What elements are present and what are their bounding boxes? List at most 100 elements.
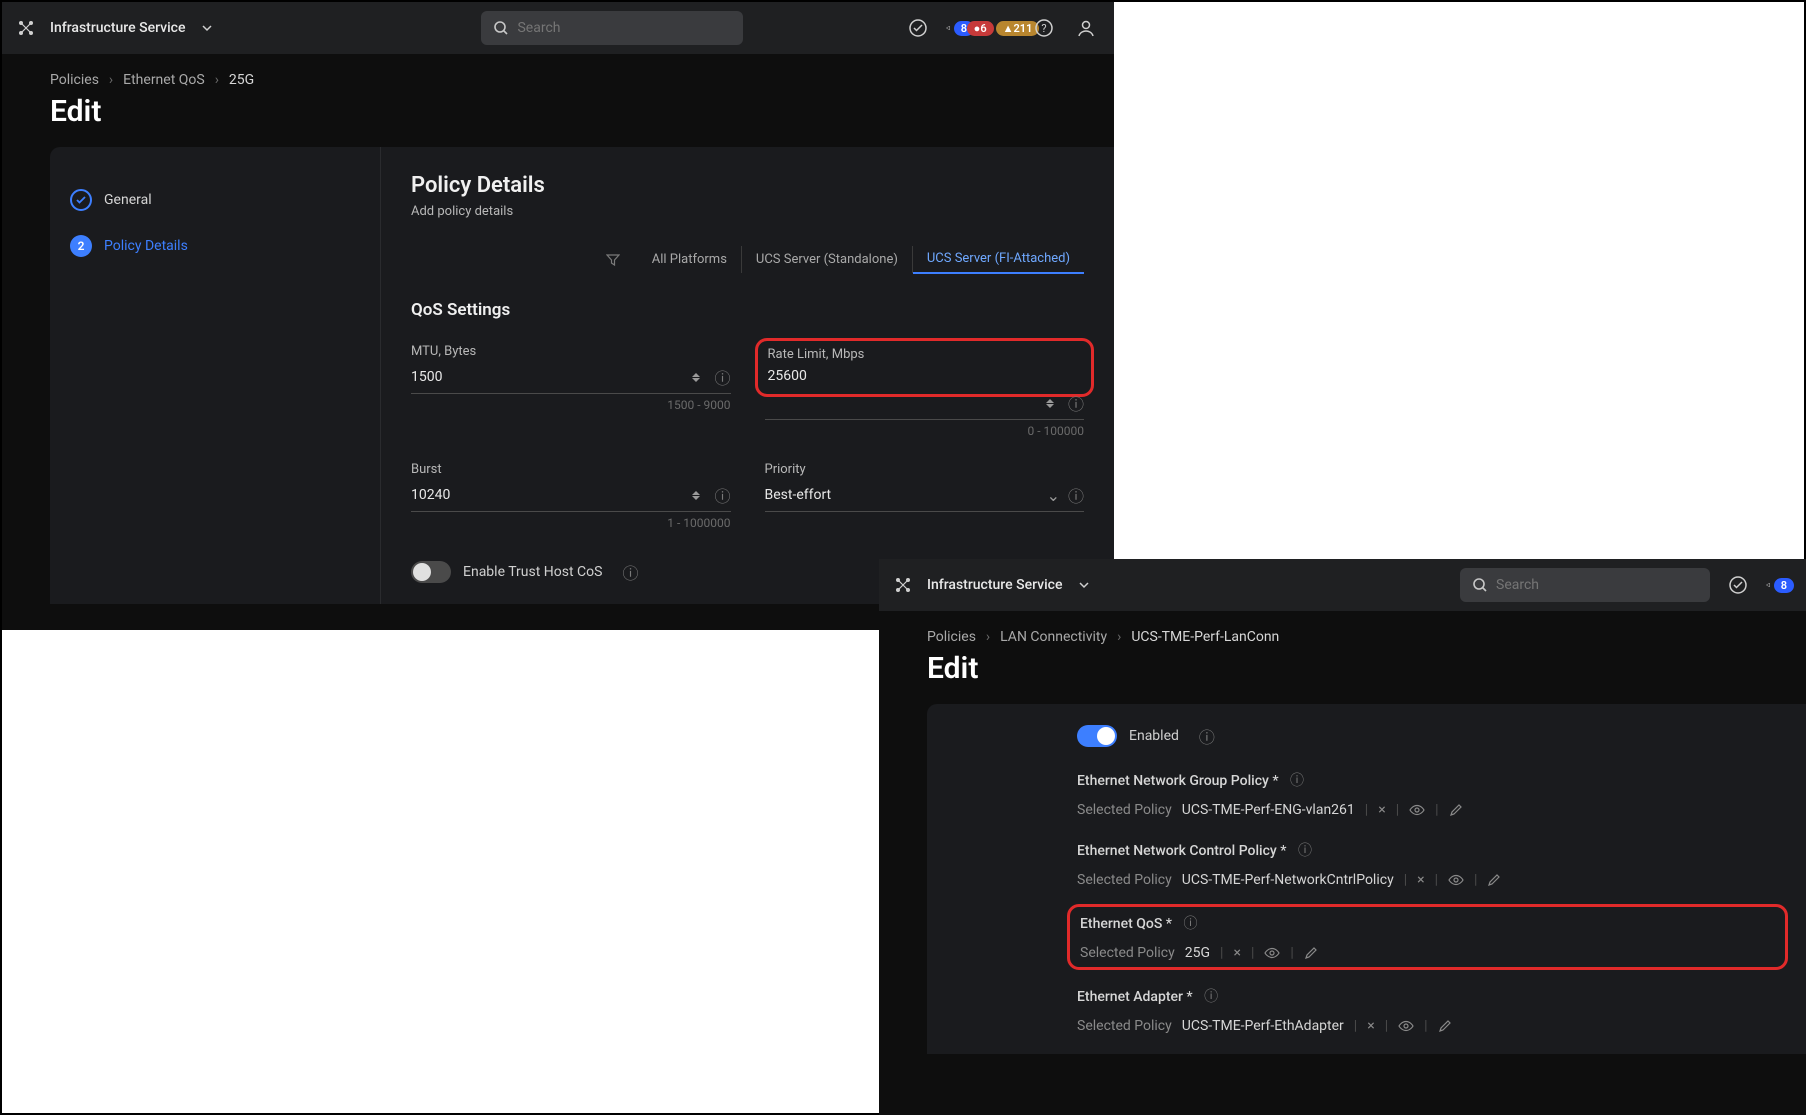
brand-text[interactable]: Infrastructure Service <box>50 20 185 36</box>
selected-label: Selected Policy <box>1077 802 1172 818</box>
section-subtitle: Add policy details <box>411 204 1084 219</box>
panel-lan-conn: Infrastructure Service 8 Policies › LAN … <box>879 559 1806 1115</box>
check-icon[interactable] <box>1724 571 1752 599</box>
field-input[interactable]: 10240 ⓘ <box>411 483 731 512</box>
info-icon[interactable]: ⓘ <box>1068 483 1084 507</box>
field-label: Priority <box>765 462 1085 477</box>
edit-icon[interactable] <box>1438 1019 1452 1033</box>
field-hint: 1500 - 9000 <box>411 398 731 412</box>
chevron-right-icon: › <box>215 72 219 88</box>
clear-icon[interactable]: × <box>1417 872 1424 888</box>
info-icon[interactable]: ⓘ <box>622 560 638 584</box>
megaphone-icon[interactable]: 8 <box>1766 571 1794 599</box>
main-content: Policy Details Add policy details All Pl… <box>380 147 1114 604</box>
step-policy-details[interactable]: 2 Policy Details <box>50 223 380 269</box>
chevron-right-icon: › <box>986 629 990 645</box>
crumb-item[interactable]: LAN Connectivity <box>1000 629 1107 645</box>
field-input[interactable]: 25600 <box>768 368 1082 388</box>
edit-icon[interactable] <box>1449 803 1463 817</box>
search-input[interactable] <box>1496 577 1698 593</box>
clear-icon[interactable]: × <box>1367 1018 1374 1034</box>
crumb-item[interactable]: Ethernet QoS <box>123 72 205 88</box>
edit-icon[interactable] <box>1304 946 1318 960</box>
qos-heading: QoS Settings <box>411 300 1084 320</box>
stepper-icon[interactable] <box>692 367 706 387</box>
field-burst: Burst 10240 ⓘ 1 - 1000000 <box>411 462 731 530</box>
body: General 2 Policy Details Policy Details … <box>2 147 1114 604</box>
check-icon[interactable] <box>904 14 932 42</box>
info-icon[interactable]: ⓘ <box>1204 989 1218 1005</box>
tab-standalone[interactable]: UCS Server (Standalone) <box>742 246 913 273</box>
step-general[interactable]: General <box>50 177 380 223</box>
crumb-item[interactable]: Policies <box>927 629 976 645</box>
edit-icon[interactable] <box>1487 873 1501 887</box>
clear-icon[interactable]: × <box>1233 945 1240 961</box>
chevron-right-icon: › <box>109 72 113 88</box>
crumb-item[interactable]: Policies <box>50 72 99 88</box>
eye-icon[interactable] <box>1409 802 1425 818</box>
selected-label: Selected Policy <box>1077 1018 1172 1034</box>
topbar: Infrastructure Service 8 <box>879 559 1806 611</box>
step-number: 2 <box>70 235 92 257</box>
user-icon[interactable] <box>1072 14 1100 42</box>
info-icon[interactable]: ⓘ <box>1199 724 1215 748</box>
field-value: Best-effort <box>765 487 1047 503</box>
field-mtu: MTU, Bytes 1500 ⓘ 1500 - 9000 <box>411 344 731 438</box>
chevron-down-icon[interactable] <box>201 22 213 34</box>
selected-policy-row: Selected Policy UCS-TME-Perf-EthAdapter … <box>1077 1018 1778 1034</box>
eye-icon[interactable] <box>1398 1018 1414 1034</box>
search-icon <box>493 20 509 36</box>
tab-all-platforms[interactable]: All Platforms <box>638 246 742 273</box>
policy-group: Ethernet Network Control Policy * ⓘ Sele… <box>1077 840 1778 888</box>
group-title: Ethernet Network Group Policy * ⓘ <box>1077 770 1778 790</box>
brand-text[interactable]: Infrastructure Service <box>927 577 1062 593</box>
bell-icon[interactable]: ●6▲211 <box>988 14 1016 42</box>
step-check-icon <box>70 189 92 211</box>
topbar-actions: 8 ●6▲211 ? <box>904 14 1100 42</box>
search-box[interactable] <box>481 11 743 45</box>
stepper-icon[interactable] <box>1046 393 1060 413</box>
eye-icon[interactable] <box>1448 872 1464 888</box>
enabled-toggle[interactable] <box>1077 725 1117 747</box>
tab-fi-attached[interactable]: UCS Server (FI-Attached) <box>913 245 1084 274</box>
info-icon[interactable]: ⓘ <box>1183 916 1197 932</box>
toggle-label: Enabled <box>1129 728 1179 744</box>
toggle-label: Enable Trust Host CoS <box>463 564 602 580</box>
info-icon[interactable]: ⓘ <box>714 365 730 389</box>
page-title: Edit <box>2 88 1114 147</box>
badge-alert-red: ●6 <box>967 21 994 36</box>
trust-cos-toggle[interactable] <box>411 561 451 583</box>
search-input[interactable] <box>517 20 731 36</box>
brand-icon <box>893 575 913 595</box>
info-icon[interactable]: ⓘ <box>714 483 730 507</box>
chevron-right-icon: › <box>1117 629 1121 645</box>
section-title: Policy Details <box>411 173 1084 198</box>
enabled-row: Enabled ⓘ <box>1077 724 1778 748</box>
wizard-steps: General 2 Policy Details <box>50 147 380 604</box>
eye-icon[interactable] <box>1264 945 1280 961</box>
help-icon[interactable]: ? <box>1030 14 1058 42</box>
svg-text:?: ? <box>1041 22 1046 35</box>
search-box[interactable] <box>1460 568 1710 602</box>
step-label: General <box>104 192 152 208</box>
crumb-current: UCS-TME-Perf-LanConn <box>1131 629 1279 645</box>
field-label: Burst <box>411 462 731 477</box>
group-title: Ethernet Adapter * ⓘ <box>1077 986 1778 1006</box>
selected-policy-row: Selected Policy 25G | × | | <box>1080 945 1775 961</box>
field-hint: 1 - 1000000 <box>411 516 731 530</box>
info-icon[interactable]: ⓘ <box>1068 391 1084 415</box>
info-icon[interactable]: ⓘ <box>1290 773 1304 789</box>
clear-icon[interactable]: × <box>1378 802 1385 818</box>
highlight-box: Rate Limit, Mbps 25600 <box>755 338 1095 397</box>
selected-value: 25G <box>1185 945 1210 961</box>
field-label: Rate Limit, Mbps <box>768 347 1082 362</box>
filter-icon[interactable] <box>606 253 620 267</box>
field-priority: Priority Best-effort ⌄ ⓘ <box>765 462 1085 530</box>
selected-value: UCS-TME-Perf-EthAdapter <box>1182 1018 1344 1034</box>
stepper-icon[interactable] <box>692 485 706 505</box>
chevron-down-icon[interactable] <box>1078 579 1090 591</box>
crumb-current: 25G <box>229 72 254 88</box>
field-dropdown[interactable]: Best-effort ⌄ ⓘ <box>765 483 1085 512</box>
field-input[interactable]: 1500 ⓘ <box>411 365 731 394</box>
info-icon[interactable]: ⓘ <box>1298 843 1312 859</box>
